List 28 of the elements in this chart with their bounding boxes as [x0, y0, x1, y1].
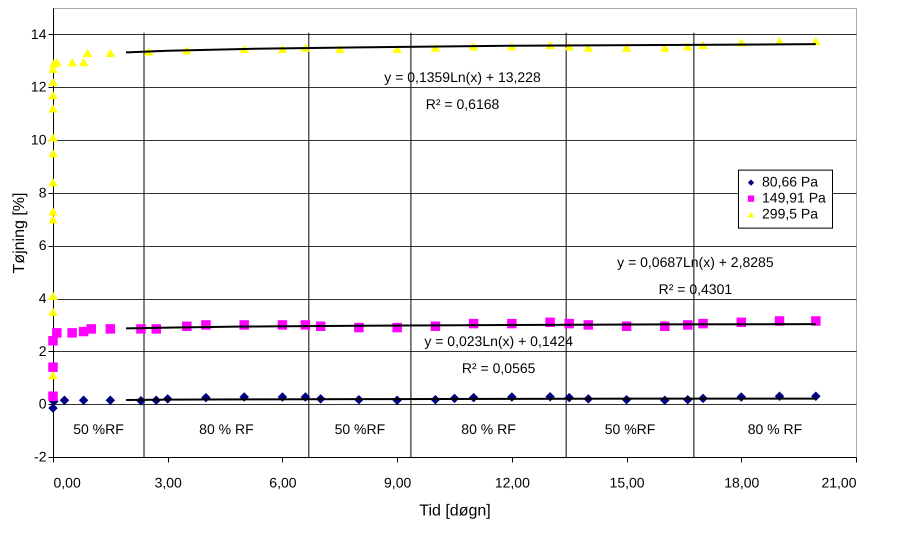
- x-tick-label: 9,00: [384, 474, 412, 490]
- y-tick-label: 2: [38, 342, 47, 359]
- x-tick-label: 12,00: [494, 474, 530, 490]
- y-tick-label: 14: [30, 26, 47, 42]
- x-axis-title: Tid [døgn]: [419, 502, 491, 520]
- y-tick-label: 10: [30, 132, 47, 148]
- y-axis-title: Tøjning [%]: [10, 192, 28, 274]
- annotation: 50 %RF: [604, 421, 656, 437]
- x-tick-label: 6,00: [269, 474, 297, 490]
- legend-label: 80,66 Pa: [762, 174, 818, 190]
- legend-label: 299,5 Pa: [762, 206, 818, 222]
- annotation: 50 %RF: [73, 421, 124, 437]
- x-tick-label: 15,00: [610, 474, 645, 490]
- annotation: 80 % RF: [461, 421, 516, 437]
- y-tick-label: 4: [38, 290, 47, 306]
- x-tick-label: 18,00: [724, 474, 760, 490]
- annotation: 80 % RF: [199, 421, 254, 437]
- y-tick-label: -2: [34, 448, 47, 464]
- annotation: 80 % RF: [748, 421, 802, 437]
- x-tick-label: 0,00: [54, 474, 81, 490]
- y-tick-label: 12: [30, 78, 47, 95]
- x-tick-label: 3,00: [154, 474, 182, 490]
- legend-label: 149,91 Pa: [762, 190, 826, 206]
- y-tick-label: 6: [38, 237, 47, 254]
- y-tick-label: 0: [38, 396, 47, 412]
- y-tick-label: 8: [38, 184, 47, 200]
- x-tick-label: 21,00: [821, 474, 857, 490]
- annotation: 50 %RF: [334, 421, 386, 437]
